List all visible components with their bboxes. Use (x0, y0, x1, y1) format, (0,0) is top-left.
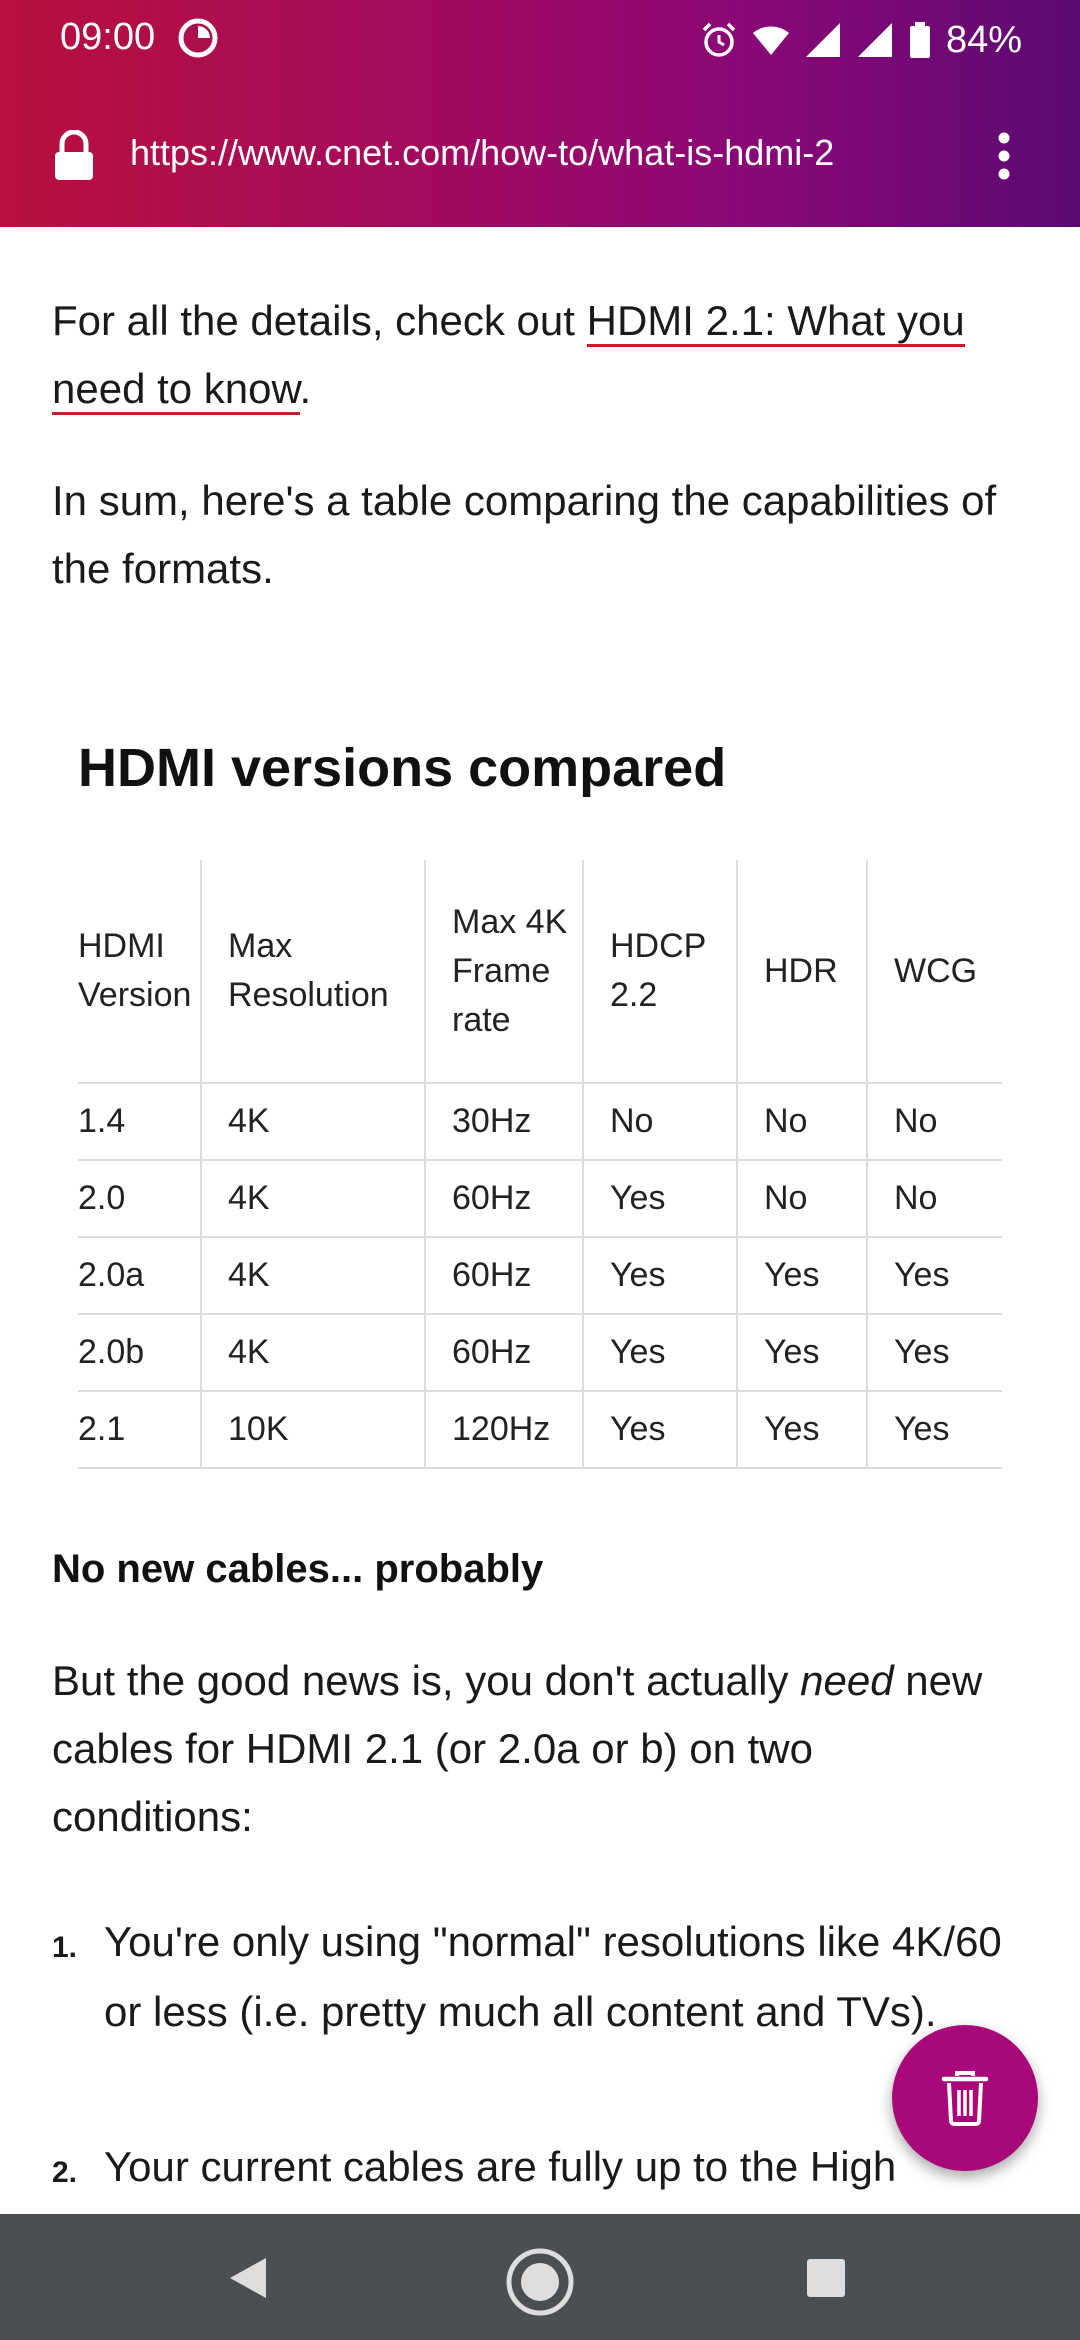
wifi-icon (752, 26, 789, 55)
alarm-icon (702, 22, 736, 57)
table-cell: No (583, 1083, 738, 1161)
table-title: HDMI versions compared (78, 738, 727, 798)
table-cell: No (867, 1160, 1002, 1238)
table-header-row: HDMI Version Max Resolution Max 4K Frame… (78, 860, 1002, 1084)
signal-icon (857, 23, 892, 57)
home-icon[interactable] (504, 2246, 576, 2318)
more-vert-icon[interactable] (990, 130, 1018, 182)
table-cell: Yes (583, 1314, 738, 1392)
table-row: 2.0b 4K 60Hz Yes Yes Yes (78, 1314, 1002, 1392)
table-cell: Yes (737, 1314, 868, 1392)
signal-icon (805, 23, 840, 57)
battery-icon (909, 22, 930, 58)
back-icon[interactable] (226, 2254, 270, 2302)
status-time: 09:00 (60, 16, 156, 58)
firefox-icon (178, 18, 218, 58)
paragraph-text: . (299, 365, 312, 412)
status-bar: 09:00 84% (0, 0, 1080, 80)
table-cell: 10K (201, 1391, 426, 1469)
paragraph-cables: But the good news is, you don't actually… (52, 1647, 1012, 1851)
table-cell: 4K (201, 1237, 426, 1315)
table-cell: 4K (201, 1314, 426, 1392)
table-cell: 60Hz (425, 1314, 584, 1392)
hdmi-21-link[interactable]: HDMI 2.1: What you need to know (52, 297, 965, 415)
paragraph-text: But the good news is, you don't actually (52, 1657, 801, 1704)
browser-header: 09:00 84% (0, 0, 1080, 227)
table-header-cell: HDCP 2.2 (583, 860, 738, 1084)
table-header-cell: WCG (867, 860, 1002, 1084)
list-number: 1. (52, 1931, 78, 1964)
table-cell: Yes (867, 1391, 1002, 1469)
trash-icon (941, 2071, 989, 2126)
list-item: 1. You're only using "normal" resolution… (52, 1907, 1012, 2132)
table-cell: 1.4 (78, 1083, 202, 1161)
url-bar[interactable]: https://www.cnet.com/how-to/what-is-hdmi… (0, 110, 1080, 200)
table-cell: No (867, 1083, 1002, 1161)
table-cell: Yes (737, 1237, 868, 1315)
table-cell: 4K (201, 1160, 426, 1238)
table-cell: 60Hz (425, 1160, 584, 1238)
table-header-cell: Max 4K Frame rate (425, 860, 584, 1084)
table-row: 2.0 4K 60Hz Yes No No (78, 1160, 1002, 1238)
table-cell: 2.0a (78, 1237, 202, 1315)
list-number: 2. (52, 2156, 78, 2189)
list-text: Your current cables are fully up to the … (104, 2143, 897, 2190)
paragraph-summary: In sum, here's a table comparing the cap… (52, 477, 997, 592)
section-subheading: No new cables... probably (52, 1547, 544, 1591)
table-cell: Yes (867, 1237, 1002, 1315)
paragraph-details: For all the details, check out HDMI 2.1:… (52, 287, 1012, 423)
system-nav-bar (0, 2214, 1080, 2340)
table-cell: No (737, 1160, 868, 1238)
paragraph-text: new cables for HDMI 2.1 (or 2.0a or b) o… (52, 1657, 983, 1840)
recents-icon[interactable] (806, 2258, 846, 2298)
table-cell: Yes (583, 1237, 738, 1315)
delete-fab-button[interactable] (892, 2025, 1038, 2171)
list-text: You're only using "normal" resolutions l… (104, 1918, 1002, 2035)
battery-percent: 84% (945, 18, 1022, 61)
article-content: For all the details, check out HDMI 2.1:… (0, 227, 1080, 2214)
table-cell: 2.0 (78, 1160, 202, 1238)
table-cell: 60Hz (425, 1237, 584, 1315)
status-icons: 84% (700, 14, 1022, 66)
table-cell: 2.1 (78, 1391, 202, 1469)
table-header-cell: HDR (737, 860, 868, 1084)
table-header-cell: Max Resolution (201, 860, 426, 1084)
lock-icon (55, 130, 93, 180)
table-row: 2.1 10K 120Hz Yes Yes Yes (78, 1391, 1002, 1469)
table-row: 1.4 4K 30Hz No No No (78, 1083, 1002, 1161)
table-cell: No (737, 1083, 868, 1161)
url-text[interactable]: https://www.cnet.com/how-to/what-is-hdmi… (130, 132, 835, 173)
emphasis-text: need (800, 1657, 894, 1704)
table-cell: Yes (867, 1314, 1002, 1392)
paragraph-text: For all the details, check out (52, 297, 587, 344)
comparison-table: HDMI Version Max Resolution Max 4K Frame… (78, 860, 1002, 1469)
table-row: 2.0a 4K 60Hz Yes Yes Yes (78, 1237, 1002, 1315)
list-item: 2. Your current cables are fully up to t… (52, 2132, 1012, 2212)
table-cell: 30Hz (425, 1083, 584, 1161)
table-cell: Yes (583, 1391, 738, 1469)
table-header-cell: HDMI Version (78, 860, 202, 1084)
table-cell: 4K (201, 1083, 426, 1161)
table-cell: Yes (583, 1160, 738, 1238)
table-cell: 2.0b (78, 1314, 202, 1392)
conditions-list: 1. You're only using "normal" resolution… (52, 1907, 1012, 2212)
table-cell: 120Hz (425, 1391, 584, 1469)
table-cell: Yes (737, 1391, 868, 1469)
